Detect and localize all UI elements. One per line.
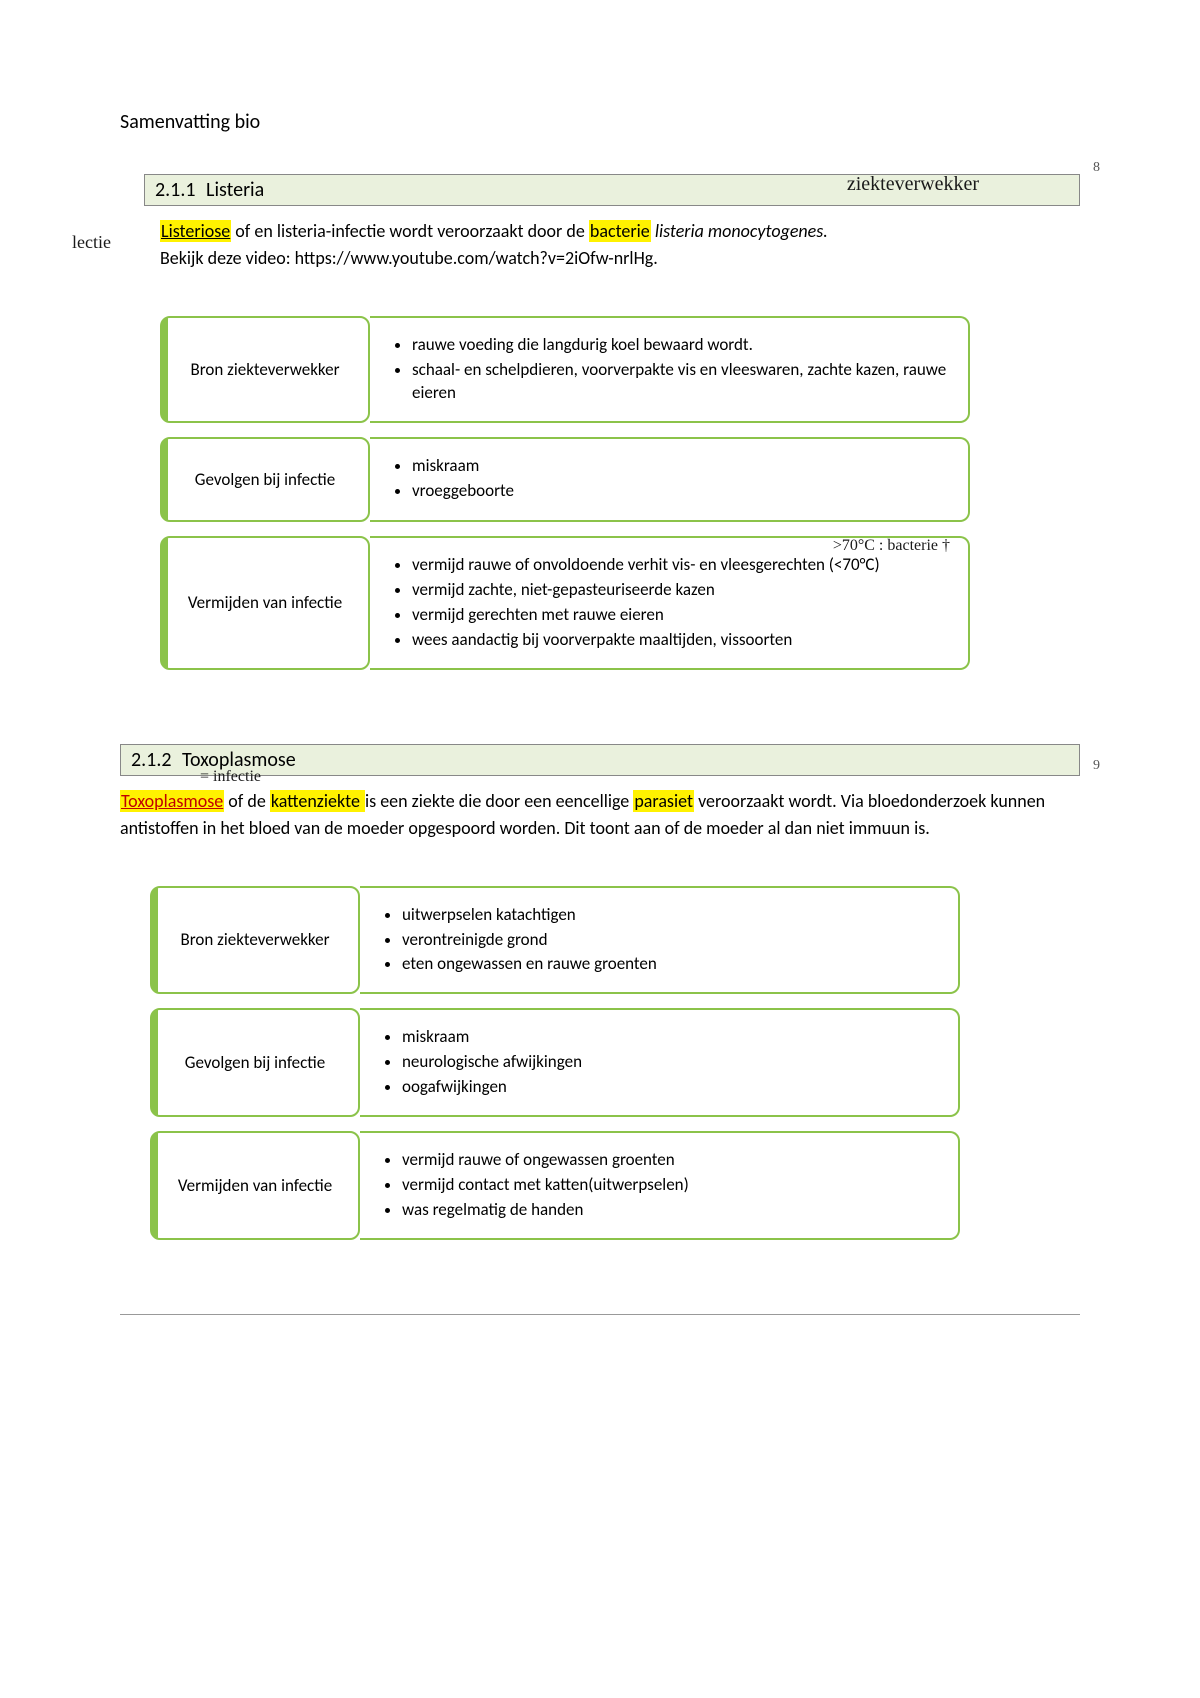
hl-parasiet: parasiet bbox=[633, 790, 694, 812]
list-item: vermijd contact met katten(uitwerpselen) bbox=[402, 1174, 938, 1197]
text: is een ziekte die door een eencellige bbox=[365, 790, 633, 812]
list-item: oogafwijkingen bbox=[402, 1076, 938, 1099]
doc-title: Samenvatting bio bbox=[120, 110, 1080, 134]
annotation-70c: >70°C : bacterie † bbox=[833, 537, 950, 555]
row-label: Gevolgen bij infectie bbox=[160, 437, 370, 522]
section-title: Listeria bbox=[206, 178, 264, 202]
table-row: Vermijden van infectie vermijd rauwe of … bbox=[150, 1131, 960, 1240]
row-label: Gevolgen bij infectie bbox=[150, 1008, 360, 1117]
footer-divider bbox=[120, 1314, 1080, 1315]
list-item: was regelmatig de handen bbox=[402, 1199, 938, 1222]
list-item: verontreinigde grond bbox=[402, 929, 938, 952]
text: of en listeria-infectie wordt veroorzaak… bbox=[231, 220, 589, 242]
list-item: miskraam bbox=[412, 455, 948, 478]
row-content: >70°C : bacterie † vermijd rauwe of onvo… bbox=[370, 536, 970, 670]
list-item: miskraam bbox=[402, 1026, 938, 1049]
row-label: Bron ziekteverwekker bbox=[150, 886, 360, 995]
list-item: rauwe voeding die langdurig koel bewaard… bbox=[412, 334, 948, 357]
section-header-2: 2.1.2 Toxoplasmose bbox=[120, 744, 1080, 776]
list-item: vermijd zachte, niet-gepasteuriseerde ka… bbox=[412, 579, 948, 602]
hl-listeriose: Listeriose bbox=[160, 220, 231, 242]
row-content: vermijd rauwe of ongewassen groenten ver… bbox=[360, 1131, 960, 1240]
list-item: uitwerpselen katachtigen bbox=[402, 904, 938, 927]
row-label: Bron ziekteverwekker bbox=[160, 316, 370, 423]
list-item: wees aandactig bij voorverpakte maaltijd… bbox=[412, 629, 948, 652]
row-label: Vermijden van infectie bbox=[150, 1131, 360, 1240]
list-item: schaal- en schelpdieren, voorverpakte vi… bbox=[412, 359, 948, 405]
table-row: Bron ziekteverwekker uitwerpselen katach… bbox=[150, 886, 960, 995]
table-row: Vermijden van infectie >70°C : bacterie … bbox=[160, 536, 970, 670]
info-table-2: Bron ziekteverwekker uitwerpselen katach… bbox=[150, 872, 960, 1254]
list-item: neurologische afwijkingen bbox=[402, 1051, 938, 1074]
table-row: Gevolgen bij infectie miskraam neurologi… bbox=[150, 1008, 960, 1117]
hl-toxoplasmose: Toxoplasmose bbox=[120, 790, 224, 812]
page-mark-2: 9 bbox=[1093, 758, 1100, 774]
section-number: 2.1.2 bbox=[131, 748, 172, 772]
list-item: eten ongewassen en rauwe groenten bbox=[402, 953, 938, 976]
annotation-infectie: = infectie bbox=[200, 768, 261, 786]
info-table-1: Bron ziekteverwekker rauwe voeding die l… bbox=[160, 302, 970, 684]
row-content: miskraam neurologische afwijkingen oogaf… bbox=[360, 1008, 960, 1117]
list-item: vermijd gerechten met rauwe eieren bbox=[412, 604, 948, 627]
row-content: rauwe voeding die langdurig koel bewaard… bbox=[370, 316, 970, 423]
video-link-text: Bekijk deze video: https://www.youtube.c… bbox=[160, 247, 658, 269]
section1-paragraph: Listeriose of en listeria-infectie wordt… bbox=[160, 218, 1080, 272]
section-header-1: 2.1.1 Listeria ziekteverwekker bbox=[144, 174, 1080, 206]
section-2: 2.1.2 Toxoplasmose = infectie Toxoplasmo… bbox=[120, 744, 1080, 1254]
section-1: 2.1.1 Listeria ziekteverwekker lectie Li… bbox=[120, 174, 1080, 684]
section2-paragraph: Toxoplasmose of de kattenziekte is een z… bbox=[120, 788, 1080, 842]
hl-kattenziekte: kattenziekte bbox=[270, 790, 365, 812]
list-item: vermijd rauwe of onvoldoende verhit vis-… bbox=[412, 554, 948, 577]
list-item: vroeggeboorte bbox=[412, 480, 948, 503]
table-row: Bron ziekteverwekker rauwe voeding die l… bbox=[160, 316, 970, 423]
row-content: uitwerpselen katachtigen verontreinigde … bbox=[360, 886, 960, 995]
text: of de bbox=[224, 790, 270, 812]
hl-bacterie: bacterie bbox=[589, 220, 651, 242]
list-item: vermijd rauwe of ongewassen groenten bbox=[402, 1149, 938, 1172]
table-row: Gevolgen bij infectie miskraam vroeggebo… bbox=[160, 437, 970, 522]
row-label: Vermijden van infectie bbox=[160, 536, 370, 670]
row-content: miskraam vroeggeboorte bbox=[370, 437, 970, 522]
page-mark-1: 8 bbox=[1093, 160, 1100, 176]
italic-species: listeria monocytogenes. bbox=[655, 220, 828, 242]
annotation-lectie: lectie bbox=[72, 232, 111, 253]
section-number: 2.1.1 bbox=[155, 178, 196, 202]
annotation-ziekteverwekker: ziekteverwekker bbox=[847, 173, 979, 196]
